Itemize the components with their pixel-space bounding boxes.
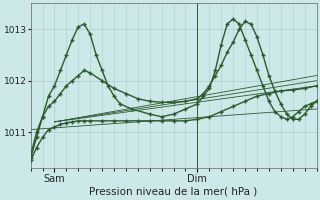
X-axis label: Pression niveau de la mer( hPa ): Pression niveau de la mer( hPa ) <box>90 187 258 197</box>
